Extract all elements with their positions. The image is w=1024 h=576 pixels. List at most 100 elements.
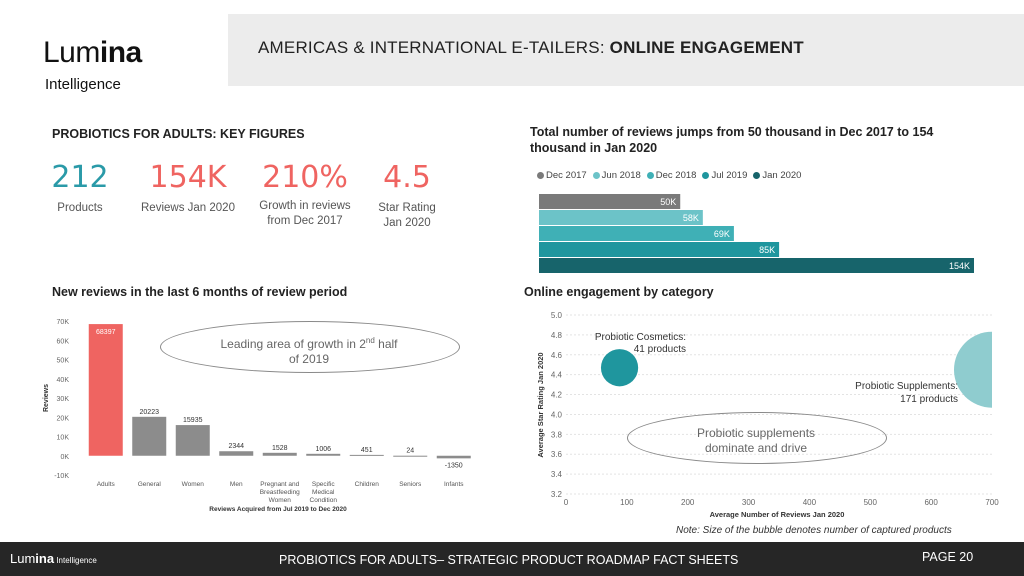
logo-subtitle: Intelligence: [45, 76, 121, 93]
reviews-bar: [539, 242, 780, 257]
bar-value-label: 15935: [183, 417, 203, 424]
y-tick-label: 3.8: [551, 430, 563, 439]
x-tick-label: 400: [803, 498, 817, 507]
lumina-logo: Lumina: [43, 36, 142, 69]
x-tick-label: General: [138, 481, 162, 488]
kpi-value: 210%: [262, 160, 348, 195]
x-tick-label: Seniors: [399, 481, 422, 488]
legend-item: Dec 2017: [537, 170, 587, 181]
bar-value-label: 24: [406, 448, 414, 455]
legend-label: Jul 2019: [711, 170, 748, 181]
legend-label: Dec 2017: [546, 170, 587, 181]
y-tick-label: 40K: [57, 377, 70, 384]
reviews-bar-label: 58K: [683, 213, 699, 223]
x-tick-label: Condition: [310, 497, 338, 504]
legend-item: Jul 2019: [702, 170, 747, 181]
kpi-label: Star Rating: [378, 202, 436, 214]
legend-marker: [646, 172, 654, 179]
y-tick-label: 4.6: [551, 351, 563, 360]
x-tick-label: Medical: [312, 489, 335, 496]
bar-value-label: -1350: [445, 462, 463, 469]
x-tick-label: Women: [269, 497, 292, 504]
kpi-products: 212 Products: [40, 160, 120, 216]
y-tick-label: 3.6: [551, 450, 563, 459]
legend-marker: [702, 172, 710, 179]
legend-marker: [753, 172, 761, 179]
x-tick-label: Breastfeeding: [260, 489, 300, 496]
bubble-size-note: Note: Size of the bubble denotes number …: [676, 525, 952, 536]
new-reviews-bar: [262, 452, 297, 456]
kpi-value: 154K: [149, 160, 227, 195]
y-tick-label: -10K: [54, 473, 69, 480]
reviews-bar-label: 69K: [714, 229, 730, 239]
reviews-bar: [539, 194, 681, 209]
bar-value-label: 2344: [228, 443, 244, 450]
y-tick-label: 20K: [57, 415, 70, 422]
new-reviews-bar: [393, 455, 428, 457]
new-reviews-bar: [219, 451, 254, 456]
bubble-label-count: 41 products: [634, 344, 686, 355]
category-bubble: [954, 331, 992, 408]
x-tick-label: 700: [985, 498, 999, 507]
reviews-bar-label: 50K: [660, 197, 676, 207]
x-tick-label: 100: [620, 498, 634, 507]
new-reviews-bar: [132, 416, 167, 456]
x-tick-label: Specific: [312, 481, 336, 488]
reviews-chart-legend: Dec 2017 Jun 2018 Dec 2018 Jul 2019 Jan 2020: [537, 170, 801, 181]
y-tick-label: 4.2: [551, 391, 563, 400]
bar-value-label: 1006: [315, 446, 331, 453]
x-tick-label: Men: [230, 481, 243, 488]
kpi-label-2: from Dec 2017: [267, 215, 343, 227]
new-reviews-bar: [306, 453, 341, 456]
legend-label: Dec 2018: [655, 170, 697, 181]
kpi-label: Products: [57, 202, 103, 214]
new-reviews-bar: [88, 324, 123, 456]
kpi-label-2: Jan 2020: [383, 217, 431, 229]
legend-label: Jan 2020: [762, 170, 802, 181]
growth-annotation-line1: Leading area of growth in 2nd half: [220, 336, 398, 351]
y-tick-label: 60K: [57, 338, 70, 345]
y-tick-label: 10K: [57, 435, 70, 442]
bubble-label-name: Probiotic Supplements:: [855, 381, 958, 392]
x-axis-label: Reviews Acquired from Jul 2019 to Dec 20…: [209, 506, 347, 513]
new-reviews-bar: [175, 425, 210, 456]
x-tick-label: 300: [742, 498, 756, 507]
y-tick-label: 5.0: [551, 311, 563, 320]
reviews-bar: [539, 226, 734, 241]
legend-item: Dec 2018: [646, 170, 697, 181]
growth-annotation: Leading area of growth in 2nd half of 20…: [160, 333, 458, 367]
legend-item: Jan 2020: [753, 170, 801, 181]
dominate-annotation-ellipse: [627, 412, 887, 464]
reviews-bar-label: 154K: [949, 261, 970, 271]
footer-text: PROBIOTICS FOR ADULTS– STRATEGIC PRODUCT…: [279, 553, 739, 567]
footer-logo: Lumina Intelligence: [10, 551, 97, 566]
kpi-reviews: 154K Reviews Jan 2020: [132, 160, 244, 216]
kpi-rating: 4.5 Star Rating Jan 2020: [364, 160, 450, 231]
x-tick-label: Children: [355, 481, 380, 488]
x-tick-label: 200: [681, 498, 695, 507]
x-tick-label: Infants: [444, 481, 464, 488]
new-reviews-chart-title: New reviews in the last 6 months of revi…: [52, 285, 348, 299]
x-tick-label: 600: [924, 498, 938, 507]
kpi-value: 4.5: [383, 160, 431, 195]
y-tick-label: 70K: [57, 319, 70, 326]
reviews-bar: [539, 210, 703, 225]
y-tick-label: 30K: [57, 396, 70, 403]
y-tick-label: 4.4: [551, 371, 563, 380]
page-title: AMERICAS & INTERNATIONAL E-TAILERS: ONLI…: [258, 38, 804, 57]
bubble-label-count: 171 products: [900, 394, 958, 405]
x-tick-label: 500: [864, 498, 878, 507]
x-axis-label: Average Number of Reviews Jan 2020: [710, 510, 845, 519]
legend-marker: [537, 172, 544, 179]
footer-bar: [0, 542, 1024, 576]
category-bubble: [600, 349, 639, 387]
new-reviews-bar: [436, 455, 471, 459]
new-reviews-bar: [349, 454, 384, 456]
header-bar: [228, 14, 1024, 86]
reviews-bar: [539, 258, 974, 273]
x-tick-label: Women: [182, 481, 205, 488]
growth-annotation-ellipse: [160, 321, 460, 373]
growth-annotation-line2: of 2019: [288, 352, 330, 366]
legend-marker: [592, 172, 600, 179]
